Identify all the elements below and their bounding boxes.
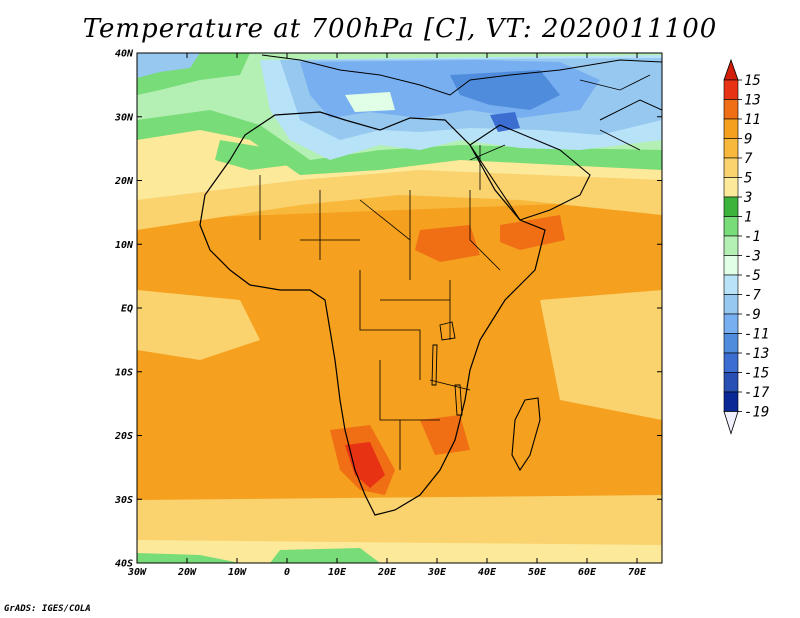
lat-label: 10N (115, 240, 134, 251)
field-s-green (270, 548, 380, 563)
colorbar-label: 7 (744, 151, 753, 167)
colorbar-segment (723, 157, 739, 178)
field-hot-south-2 (420, 415, 470, 455)
field-cold-pale-spot (345, 92, 395, 112)
field-cold-core (450, 70, 560, 110)
africa-coastline (199, 111, 546, 516)
colorbar-label: 9 (744, 132, 752, 148)
lon-label: 50E (528, 567, 547, 578)
field-nw-blue (137, 53, 200, 78)
colorbar-segment (723, 333, 739, 354)
colorbar-label: -3 (744, 249, 761, 265)
colorbar-segment (723, 391, 739, 412)
colorbar-segment (723, 274, 739, 295)
lon-labels: 30W 20W 10W 0 10E 20E 30E 40E 50E 60E 70E (127, 567, 647, 578)
lon-label: 40E (478, 567, 497, 578)
lon-label: 10W (228, 567, 247, 578)
colorbar-label: -5 (744, 268, 761, 284)
field-sw-green (137, 553, 240, 563)
axis-ticks (136, 52, 662, 564)
lat-label: 20S (114, 431, 133, 442)
colorbar-top-arrow (723, 58, 739, 81)
lake-malawi (454, 384, 463, 416)
lake-victoria (439, 321, 456, 341)
colorbar-label: 1 (744, 210, 752, 226)
colorbar-segment (723, 294, 739, 315)
colorbar-label: -7 (744, 288, 761, 304)
lon-label: 0 (284, 567, 290, 578)
colorbar-label: -13 (744, 346, 769, 362)
colorbar-segment (723, 138, 739, 159)
colorbar-segment (723, 99, 739, 120)
lat-label: 30S (114, 495, 133, 506)
colorbar-label: -17 (744, 385, 770, 401)
lon-label: 20W (177, 567, 197, 578)
country-borders (259, 145, 501, 470)
lat-label: 10S (115, 367, 133, 378)
field-sahara-green (215, 140, 290, 170)
colorbar-segment (723, 372, 739, 393)
colorbar-label: 3 (743, 190, 752, 206)
asia-coastline (599, 99, 662, 121)
colorbar-label: 13 (744, 93, 761, 109)
lon-label: 70E (628, 567, 647, 578)
lon-label: 30E (427, 567, 447, 578)
field-atlantic-yellow (137, 290, 260, 360)
madagascar-coastline (511, 397, 541, 472)
colorbar-bottom-arrow (723, 411, 739, 435)
field-hot-south-core (345, 442, 385, 488)
colorbar-segment (723, 313, 739, 334)
asia-borders (469, 74, 651, 161)
lat-label: 40S (115, 559, 133, 570)
field-hot-east-1 (415, 225, 480, 262)
lat-label: 40N (115, 49, 134, 60)
colorbar-label: -9 (744, 307, 761, 323)
colorbar-segment (723, 79, 739, 100)
credit-text: GrADS: IGES/COLA (4, 604, 91, 614)
colorbar-label: -1 (744, 229, 761, 245)
colorbar-segment (723, 177, 739, 198)
lake-tanganyika (431, 344, 438, 386)
colorbar-segment (723, 352, 739, 373)
lat-label: 30N (114, 112, 134, 123)
colorbar-segment (723, 196, 739, 217)
colorbar-label: 15 (744, 73, 761, 89)
lon-label: 30W (127, 567, 147, 578)
field-south-pale (137, 540, 662, 563)
colorbar-segment (723, 255, 739, 276)
colorbar-segment (723, 216, 739, 237)
chart-title: Temperature at 700hPa [C], VT: 202001110… (82, 14, 718, 44)
colorbar-label: 11 (744, 112, 761, 128)
colorbar-label: 5 (744, 171, 752, 187)
arabia-coastline (469, 124, 591, 221)
lat-label: EQ (121, 304, 133, 315)
temperature-field (137, 53, 662, 563)
lat-labels: 40N 30N 20N 10N EQ 10S 20S 30S 40S (114, 49, 134, 570)
lon-label: 20E (377, 567, 397, 578)
colorbar: 15 13 11 9 7 5 3 1 -1 -3 -5 -7 -9 -11 -13 -15 -17 -19 (723, 58, 770, 435)
colorbar-segment (723, 118, 739, 139)
europe-coastline (261, 54, 662, 96)
field-indian-yellow (540, 290, 662, 420)
colorbar-label: -15 (744, 366, 769, 382)
lon-label: 60E (578, 567, 597, 578)
field-hot-east-2 (500, 215, 565, 250)
lon-label: 10E (328, 567, 347, 578)
colorbar-segment (723, 235, 739, 256)
colorbar-label: -11 (744, 327, 769, 343)
lat-label: 20N (114, 176, 134, 187)
colorbar-label: -19 (744, 405, 769, 421)
